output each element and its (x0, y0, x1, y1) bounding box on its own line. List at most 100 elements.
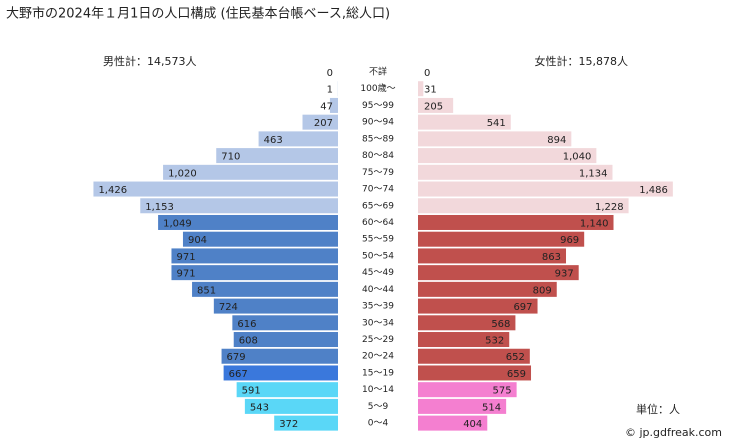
age-label: 75～79 (362, 168, 394, 178)
bar (418, 398, 507, 414)
age-label: 20～24 (362, 352, 394, 362)
bar (216, 148, 338, 164)
value-label: 568 (491, 319, 510, 330)
value-label: 404 (463, 419, 482, 430)
value-label: 0 (424, 68, 430, 79)
age-label: 0～4 (368, 419, 389, 429)
bar (223, 365, 338, 381)
bar (418, 315, 516, 331)
bar (221, 348, 338, 364)
value-label: 1,228 (595, 202, 624, 213)
value-label: 541 (487, 118, 506, 129)
unit-label: 単位：人 (636, 402, 680, 416)
value-label: 1,426 (98, 185, 127, 196)
age-label: 90～94 (362, 118, 394, 128)
value-label: 1,020 (168, 168, 197, 179)
age-label: 15～19 (362, 368, 394, 378)
left-total: 男性計：14,573人 (103, 54, 197, 68)
bar (171, 248, 338, 264)
bar (244, 398, 338, 414)
value-label: 207 (314, 118, 333, 129)
bar (274, 415, 338, 431)
value-label: 710 (221, 152, 240, 163)
age-label: 35～39 (362, 302, 394, 312)
value-label: 372 (279, 419, 298, 430)
value-label: 205 (424, 101, 443, 112)
bar (258, 131, 338, 147)
value-label: 1,049 (163, 218, 192, 229)
bar (302, 114, 338, 130)
age-label: 85～89 (362, 134, 394, 144)
value-label: 971 (176, 252, 195, 263)
bar (418, 298, 538, 314)
value-label: 532 (485, 336, 504, 347)
chart-title: 大野市の2024年１月1日の人口構成 (住民基本台帳ベース,総人口) (6, 6, 390, 22)
value-label: 463 (264, 135, 283, 146)
value-label: 575 (493, 386, 512, 397)
age-label: 95～99 (362, 101, 394, 111)
age-label: 10～14 (362, 385, 394, 395)
age-label: 不詳 (369, 66, 387, 78)
bar (418, 265, 579, 281)
value-label: 1,153 (145, 202, 174, 213)
source: © jp.gdfreak.com (625, 426, 722, 439)
value-label: 697 (513, 302, 532, 313)
value-label: 809 (533, 285, 552, 296)
age-label: 55～59 (362, 235, 394, 245)
bar (418, 348, 530, 364)
value-label: 971 (176, 269, 195, 280)
bar (418, 131, 572, 147)
age-label: 50～54 (362, 251, 394, 261)
value-label: 652 (506, 352, 525, 363)
value-label: 1,486 (639, 185, 668, 196)
bar (418, 365, 532, 381)
value-label: 1,040 (563, 152, 592, 163)
age-label: 40～44 (362, 285, 394, 295)
bar (93, 181, 338, 197)
value-label: 608 (239, 336, 258, 347)
value-label: 591 (242, 386, 261, 397)
value-label: 1,134 (579, 168, 608, 179)
bar (418, 148, 597, 164)
bar (418, 114, 511, 130)
age-label: 65～69 (362, 201, 394, 211)
age-label: 100歳～ (360, 82, 395, 94)
bar (418, 415, 488, 431)
bar (171, 265, 338, 281)
value-label: 724 (219, 302, 238, 313)
age-label: 25～29 (362, 335, 394, 345)
value-label: 851 (197, 285, 216, 296)
bar (329, 97, 338, 113)
bar (232, 315, 338, 331)
bar (182, 231, 338, 247)
bar (418, 281, 557, 297)
bar (418, 164, 613, 180)
bar (140, 198, 338, 214)
age-label: 5～9 (368, 402, 389, 412)
value-label: 894 (547, 135, 566, 146)
value-label: 969 (560, 235, 579, 246)
right-total: 女性計：15,878人 (535, 54, 629, 68)
bar (418, 231, 585, 247)
bar (418, 198, 629, 214)
value-label: 1,140 (580, 218, 609, 229)
bar (418, 214, 614, 230)
bar (192, 281, 338, 297)
value-label: 0 (327, 68, 333, 79)
age-label: 80～84 (362, 151, 394, 161)
bar (418, 181, 673, 197)
value-label: 1 (327, 85, 333, 96)
age-label: 60～64 (362, 218, 394, 228)
value-label: 543 (250, 402, 269, 413)
value-label: 31 (424, 85, 437, 96)
value-label: 863 (542, 252, 561, 263)
value-label: 667 (229, 369, 248, 380)
age-label: 70～74 (362, 185, 394, 195)
bar (418, 81, 424, 97)
bar (236, 382, 338, 398)
bar (418, 97, 454, 113)
bar (213, 298, 338, 314)
bar (233, 332, 338, 348)
